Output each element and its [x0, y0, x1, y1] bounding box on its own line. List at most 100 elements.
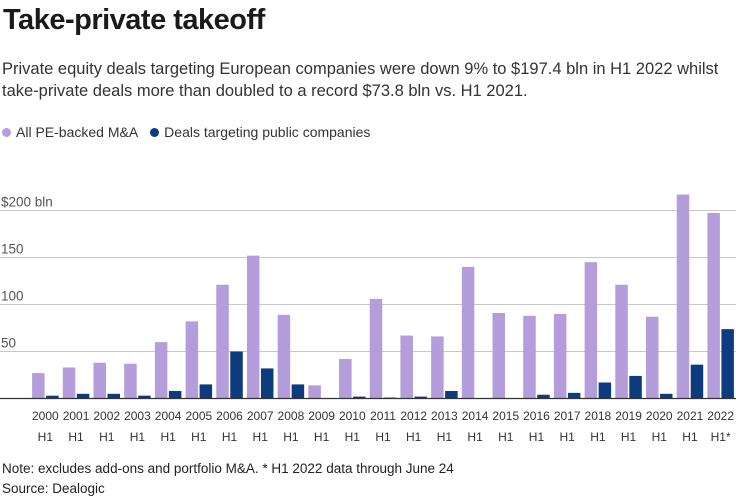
x-tick-period-2005: H1 — [191, 430, 207, 444]
bar-public-2007 — [260, 368, 274, 399]
bar-public-2001 — [76, 393, 90, 399]
x-tick-year-2016: 2016 — [523, 409, 550, 423]
x-tick-period-2007: H1 — [253, 430, 269, 444]
x-tick-period-2008: H1 — [283, 430, 299, 444]
bar-public-2017 — [567, 392, 581, 399]
y-tick-label-200: $200 bln — [1, 195, 53, 210]
x-tick-year-2010: 2010 — [339, 409, 366, 423]
bar-all-pe-2006 — [216, 284, 229, 399]
y-tick-label-50: 50 — [1, 336, 16, 351]
x-tick-year-2017: 2017 — [554, 409, 581, 423]
legend-item-all-pe: All PE-backed M&A — [2, 124, 138, 140]
y-tick-label-100: 100 — [1, 289, 24, 304]
x-tick-year-2015: 2015 — [492, 409, 519, 423]
x-tick-period-2006: H1 — [222, 430, 238, 444]
x-tick-period-2010: H1 — [345, 430, 361, 444]
bar-all-pe-2012 — [400, 335, 413, 399]
x-tick-period-2016: H1 — [529, 430, 545, 444]
bar-all-pe-2001 — [62, 367, 76, 399]
legend: All PE-backed M&A Deals targeting public… — [2, 124, 382, 140]
chart-title: Take-private takeoff — [3, 4, 265, 36]
bar-all-pe-2014 — [461, 266, 475, 399]
x-tick-period-2009: H1 — [314, 430, 330, 444]
x-tick-period-2012: H1 — [406, 430, 422, 444]
bar-all-pe-2019 — [615, 284, 628, 399]
bar-all-pe-2021 — [676, 194, 690, 399]
x-tick-period-2018: H1 — [590, 430, 606, 444]
footnote: Note: excludes add-ons and portfolio M&A… — [2, 459, 454, 499]
x-tick-period-2001: H1 — [68, 430, 84, 444]
bar-public-2002 — [107, 393, 120, 399]
x-tick-period-2000: H1 — [38, 430, 54, 444]
bar-all-pe-2005 — [185, 321, 199, 399]
bar-public-2005 — [199, 384, 213, 399]
bar-all-pe-2013 — [431, 336, 444, 399]
x-tick-period-2015: H1 — [498, 430, 514, 444]
x-tick-year-2007: 2007 — [247, 409, 274, 423]
x-tick-year-2019: 2019 — [615, 409, 642, 423]
bar-public-2021 — [690, 364, 704, 399]
bar-all-pe-2017 — [553, 313, 567, 399]
x-tick-year-2018: 2018 — [585, 409, 612, 423]
bar-all-pe-2018 — [584, 262, 598, 399]
bar-all-pe-2020 — [646, 316, 659, 399]
bar-all-pe-2007 — [246, 255, 260, 399]
note-text: Note: excludes add-ons and portfolio M&A… — [2, 461, 454, 476]
bar-public-2012 — [414, 396, 427, 399]
gridlines: 50 100 150 $200 bln — [0, 195, 736, 352]
x-tick-period-2022: H1* — [711, 430, 731, 444]
x-tick-year-2001: 2001 — [63, 409, 90, 423]
legend-item-public: Deals targeting public companies — [150, 124, 370, 140]
x-tick-period-2020: H1 — [652, 430, 668, 444]
x-axis: 2000 H1 2001 H1 2002 H1 2003 H1 2004 H1 2005 H1 2006… — [0, 397, 736, 444]
x-tick-year-2002: 2002 — [93, 409, 120, 423]
legend-dot-all-pe — [2, 127, 11, 137]
bar-public-2020 — [660, 393, 673, 399]
x-tick-year-2009: 2009 — [308, 409, 335, 423]
bar-public-2018 — [598, 382, 612, 399]
legend-label-public: Deals targeting public companies — [164, 124, 371, 140]
bar-all-pe-2004 — [154, 342, 168, 399]
x-tick-year-2008: 2008 — [278, 409, 305, 423]
x-tick-year-2006: 2006 — [216, 409, 243, 423]
bar-all-pe-2009 — [308, 385, 321, 399]
x-tick-period-2021: H1 — [682, 430, 698, 444]
bar-all-pe-2002 — [93, 362, 106, 399]
x-tick-year-2005: 2005 — [185, 409, 212, 423]
x-tick-year-2000: 2000 — [32, 409, 59, 423]
x-tick-year-2013: 2013 — [431, 409, 458, 423]
x-tick-period-2019: H1 — [621, 430, 637, 444]
x-tick-year-2004: 2004 — [155, 409, 182, 423]
bar-public-2022 — [721, 329, 734, 399]
bar-all-pe-2000 — [32, 373, 45, 399]
x-tick-period-2003: H1 — [130, 430, 146, 444]
legend-label-all-pe: All PE-backed M&A — [16, 124, 139, 140]
bar-public-2019 — [629, 375, 642, 399]
bar-public-2004 — [168, 390, 182, 399]
x-tick-period-2017: H1 — [560, 430, 576, 444]
bars — [32, 194, 734, 399]
x-tick-period-2004: H1 — [160, 430, 176, 444]
y-tick-label-150: 150 — [1, 242, 24, 257]
x-tick-year-2014: 2014 — [462, 409, 489, 423]
x-tick-period-2002: H1 — [99, 430, 115, 444]
bar-all-pe-2010 — [339, 359, 352, 399]
bar-public-2003 — [138, 395, 151, 399]
x-tick-period-2011: H1 — [375, 430, 391, 444]
bar-all-pe-2003 — [124, 363, 137, 399]
x-tick-period-2013: H1 — [437, 430, 453, 444]
bar-public-2016 — [537, 394, 550, 399]
x-tick-year-2022: 2022 — [707, 409, 734, 423]
x-tick-year-2020: 2020 — [646, 409, 673, 423]
bar-all-pe-2016 — [523, 315, 536, 399]
x-tick-year-2021: 2021 — [677, 409, 704, 423]
x-tick-year-2003: 2003 — [124, 409, 151, 423]
x-tick-period-2014: H1 — [467, 430, 483, 444]
chart-subtitle: Private equity deals targeting European … — [2, 60, 719, 100]
bar-public-2010 — [353, 396, 366, 399]
bar-all-pe-2008 — [277, 314, 291, 399]
bar-public-2013 — [445, 390, 458, 399]
bar-public-2008 — [291, 384, 305, 399]
bar-all-pe-2015 — [492, 312, 506, 399]
